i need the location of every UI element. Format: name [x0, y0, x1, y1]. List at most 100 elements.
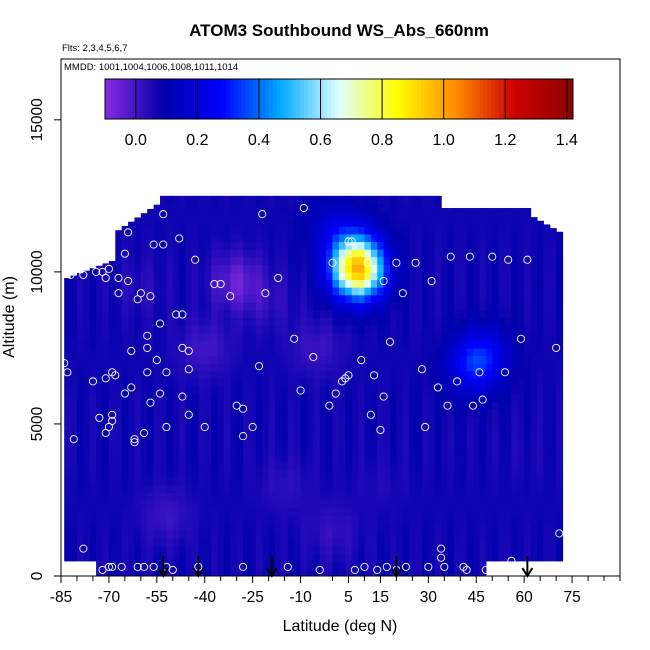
heat-cell: [319, 431, 327, 440]
heat-cell: [185, 309, 193, 319]
heat-cell: [428, 439, 436, 448]
heat-cell: [294, 385, 302, 395]
heat-cell: [172, 461, 180, 471]
heat-cell: [358, 317, 366, 326]
heat-cell: [351, 347, 359, 357]
heat-cell: [134, 461, 142, 471]
heat-cell: [402, 431, 410, 440]
heat-cell: [217, 423, 225, 433]
heat-cell: [102, 477, 110, 486]
heat-cell: [377, 545, 385, 554]
heat-cell: [402, 378, 410, 387]
heat-cell: [76, 340, 84, 349]
heat-cell: [345, 271, 353, 281]
heat-cell: [466, 294, 474, 303]
heat-cell: [102, 279, 110, 288]
heat-cell: [185, 408, 193, 417]
heat-cell: [447, 537, 455, 547]
heat-cell: [511, 211, 519, 220]
heat-cell: [428, 355, 436, 364]
heat-cell: [498, 446, 506, 455]
heat-cell: [364, 484, 372, 493]
heat-cell: [230, 560, 238, 569]
heat-cell: [147, 477, 155, 486]
heat-cell: [255, 454, 263, 463]
heat-cell: [473, 461, 481, 471]
heat-cell: [370, 378, 378, 387]
heat-cell: [517, 287, 525, 296]
heat-cell: [198, 355, 206, 364]
heat-cell: [217, 294, 225, 303]
heat-cell: [96, 401, 104, 410]
heat-cell: [402, 477, 410, 486]
heat-cell: [147, 385, 155, 395]
heat-cell: [128, 553, 136, 562]
heat-cell: [396, 454, 404, 463]
heat-cell: [287, 294, 295, 303]
heat-cell: [268, 325, 276, 334]
heat-cell: [556, 522, 564, 531]
heat-cell: [108, 545, 116, 554]
heat-cell: [498, 317, 506, 326]
heat-cell: [172, 477, 180, 486]
colorbar-cell: [436, 79, 441, 119]
heat-cell: [383, 302, 391, 311]
heat-cell: [332, 233, 340, 243]
heat-cell: [249, 226, 257, 235]
heat-cell: [160, 477, 168, 486]
heat-cell: [530, 507, 538, 516]
heat-cell: [172, 241, 180, 250]
heat-cell: [517, 408, 525, 417]
heat-cell: [543, 423, 551, 433]
heat-cell: [281, 439, 289, 448]
heat-cell: [396, 393, 404, 402]
heat-cell: [64, 454, 72, 463]
heat-cell: [102, 446, 110, 455]
heat-cell: [281, 355, 289, 364]
heat-cell: [191, 264, 199, 273]
heat-cell: [300, 454, 308, 463]
heat-cell: [441, 340, 449, 349]
heat-cell: [249, 325, 257, 334]
observation-point: [552, 343, 561, 352]
heat-cell: [402, 385, 410, 395]
observation-point: [325, 401, 334, 410]
heat-cell: [466, 507, 474, 516]
heat-cell: [390, 279, 397, 288]
heat-cell: [217, 560, 225, 569]
heat-cell: [281, 484, 289, 493]
heat-cell: [223, 507, 231, 516]
heat-cell: [517, 477, 525, 486]
heat-cell: [121, 423, 129, 433]
heat-cell: [140, 446, 148, 455]
heat-cell: [492, 492, 500, 501]
heat-cell: [338, 446, 346, 455]
heat-cell: [198, 302, 206, 311]
heat-cell: [441, 492, 449, 501]
heat-cell: [306, 325, 314, 334]
heat-cell: [466, 408, 474, 417]
heat-cell: [319, 355, 327, 364]
heat-cell: [198, 226, 206, 235]
heat-cell: [332, 530, 340, 539]
heat-cell: [390, 203, 397, 212]
heat-cell: [153, 249, 161, 258]
observation-point: [382, 562, 391, 571]
colorbar-cell: [401, 79, 406, 119]
heat-cell: [492, 423, 500, 433]
colorbar-cell: [268, 79, 274, 119]
heat-cell: [453, 355, 461, 364]
heat-cell: [345, 279, 353, 288]
observation-point: [366, 410, 375, 419]
heat-cell: [396, 439, 404, 448]
heat-cell: [377, 218, 385, 227]
observation-point: [162, 368, 171, 377]
heat-cell: [230, 537, 238, 547]
heat-cell: [255, 431, 263, 440]
heat-cell: [230, 370, 238, 379]
heat-cell: [460, 507, 468, 516]
colorbar-cell: [183, 79, 188, 119]
heat-cell: [428, 477, 436, 486]
heat-cell: [421, 530, 429, 539]
heat-cell: [230, 302, 238, 311]
